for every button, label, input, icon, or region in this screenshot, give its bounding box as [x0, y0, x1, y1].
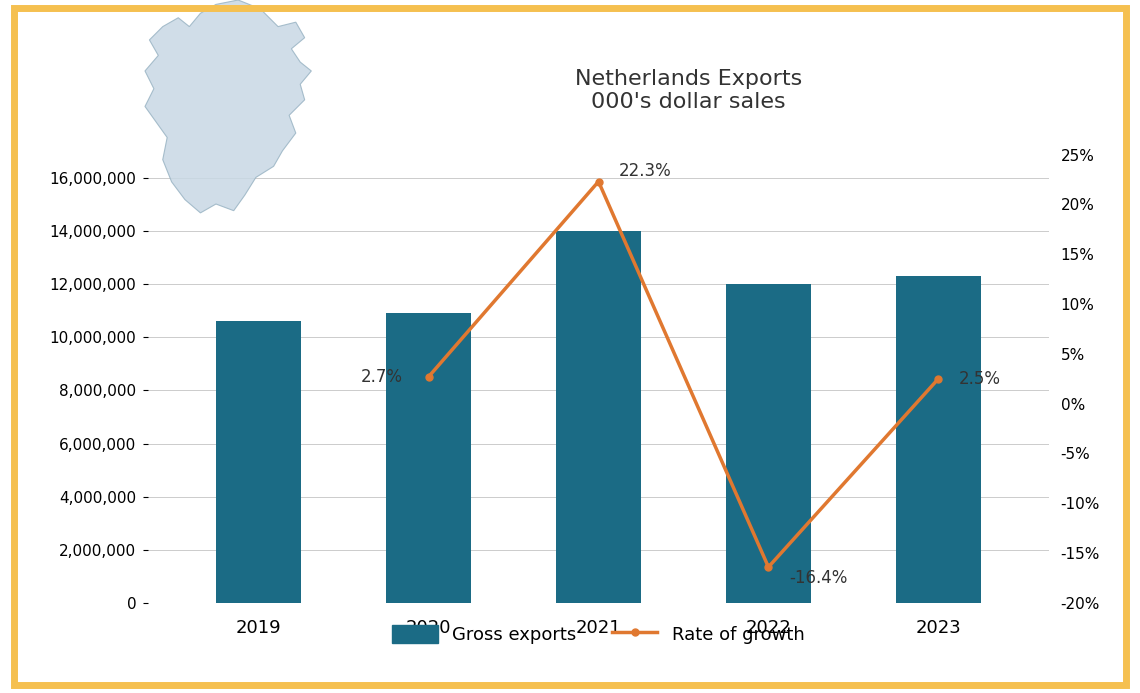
Text: -16.4%: -16.4% [789, 569, 847, 587]
Text: 2.7%: 2.7% [361, 368, 404, 386]
Text: 22.3%: 22.3% [619, 161, 671, 179]
Bar [386, 313, 471, 603]
Text: 2.5%: 2.5% [959, 370, 1001, 388]
Title: Netherlands Exports
000's dollar sales: Netherlands Exports 000's dollar sales [575, 69, 803, 112]
Legend: Gross exports, Rate of growth: Gross exports, Rate of growth [385, 617, 812, 651]
Rate of growth [592, 177, 605, 186]
Rate of growth [762, 563, 775, 571]
Bar [556, 231, 641, 603]
Bar [896, 277, 980, 603]
Bar [726, 284, 811, 603]
Rate of growth [422, 373, 435, 381]
Bar [217, 322, 301, 603]
Polygon shape [145, 0, 311, 213]
Rate of growth [931, 375, 945, 383]
Line: Rate of growth: Rate of growth [429, 182, 938, 567]
